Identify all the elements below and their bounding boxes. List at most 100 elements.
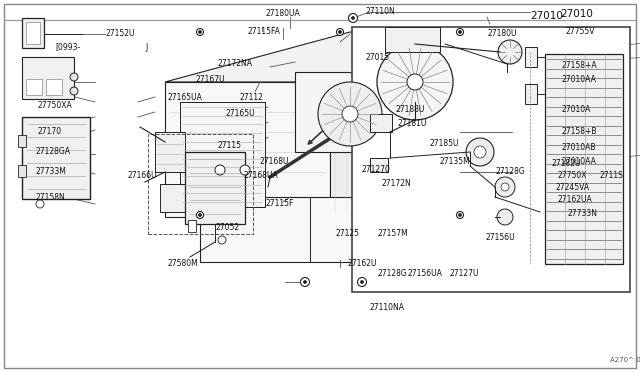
Circle shape	[377, 44, 453, 120]
Polygon shape	[165, 82, 330, 217]
Text: 27115: 27115	[218, 141, 242, 150]
Circle shape	[198, 214, 202, 217]
Bar	[460, 87, 512, 217]
Text: 27128GA: 27128GA	[35, 148, 70, 157]
Bar	[26, 79, 42, 95]
Text: 27170: 27170	[38, 128, 62, 137]
Circle shape	[196, 212, 204, 218]
Text: 27750X: 27750X	[558, 171, 588, 180]
Circle shape	[218, 236, 226, 244]
Bar	[370, 158, 388, 172]
Bar	[26, 22, 40, 44]
Circle shape	[349, 13, 358, 22]
Text: A270^ 0 63: A270^ 0 63	[610, 357, 640, 363]
Text: 27015: 27015	[365, 52, 389, 61]
Circle shape	[360, 280, 364, 283]
Text: 27158N: 27158N	[35, 192, 65, 202]
Text: 27750XA: 27750XA	[38, 102, 73, 110]
Circle shape	[70, 87, 78, 95]
Circle shape	[240, 165, 250, 175]
Circle shape	[337, 29, 344, 35]
Text: 27125: 27125	[335, 230, 359, 238]
Text: 27158+A: 27158+A	[562, 61, 598, 71]
Text: 27580M: 27580M	[168, 260, 199, 269]
Text: [0993-: [0993-	[55, 42, 80, 51]
Circle shape	[198, 31, 202, 33]
Bar	[370, 114, 392, 132]
Circle shape	[36, 200, 44, 208]
Text: 27128G: 27128G	[495, 167, 525, 176]
Circle shape	[474, 146, 486, 158]
Circle shape	[497, 209, 513, 225]
Text: 27127U: 27127U	[450, 269, 479, 279]
Circle shape	[196, 29, 204, 35]
Text: 27180U: 27180U	[488, 29, 518, 38]
Text: 27010AA: 27010AA	[562, 76, 597, 84]
Circle shape	[342, 106, 358, 122]
Bar	[200, 197, 460, 262]
Bar	[148, 134, 253, 234]
Text: 27010: 27010	[560, 9, 593, 19]
Text: 27162U: 27162U	[348, 260, 378, 269]
Text: 27156UA: 27156UA	[408, 269, 443, 279]
Bar	[160, 184, 185, 212]
Circle shape	[358, 278, 367, 286]
Bar	[46, 79, 62, 95]
Text: 27010AB: 27010AB	[562, 142, 596, 151]
Text: 27755V: 27755V	[565, 28, 595, 36]
Text: 27052: 27052	[215, 222, 239, 231]
Bar	[18, 135, 26, 147]
Circle shape	[456, 29, 463, 35]
Circle shape	[458, 31, 461, 33]
Text: 27110NA: 27110NA	[370, 302, 405, 311]
Bar	[188, 220, 196, 232]
Bar	[22, 18, 44, 48]
Circle shape	[407, 74, 423, 90]
Circle shape	[501, 183, 509, 191]
Circle shape	[351, 16, 355, 19]
Polygon shape	[165, 32, 510, 82]
Text: J: J	[145, 42, 147, 51]
Text: 27733M: 27733M	[35, 167, 66, 176]
Bar	[22, 117, 90, 199]
Text: 27157M: 27157M	[378, 230, 409, 238]
Circle shape	[215, 165, 225, 175]
Bar	[525, 84, 537, 104]
Text: 27115F: 27115F	[265, 199, 293, 208]
Text: 27110N: 27110N	[365, 7, 395, 16]
Text: 27733N: 27733N	[568, 209, 598, 218]
Text: 271270: 271270	[362, 166, 391, 174]
Text: 27166U: 27166U	[128, 171, 157, 180]
Text: 27182U: 27182U	[552, 160, 581, 169]
Bar	[352, 27, 630, 292]
Text: 27172NA: 27172NA	[218, 60, 253, 68]
Text: 27168U: 27168U	[260, 157, 289, 167]
Text: 27180UA: 27180UA	[265, 10, 300, 19]
Bar	[185, 152, 245, 224]
Text: 27245VA: 27245VA	[556, 183, 590, 192]
Text: 27010AA: 27010AA	[562, 157, 597, 167]
Text: 2711S: 2711S	[600, 171, 624, 180]
Circle shape	[458, 214, 461, 217]
Circle shape	[456, 212, 463, 218]
Text: 27156U: 27156U	[486, 232, 516, 241]
Bar	[18, 165, 26, 177]
Text: 27115FA: 27115FA	[248, 26, 281, 35]
Text: 27010A: 27010A	[562, 106, 591, 115]
Bar	[22, 57, 74, 99]
Circle shape	[70, 73, 78, 81]
Text: 27010: 27010	[530, 11, 563, 21]
Circle shape	[495, 177, 515, 197]
Text: 27168UA: 27168UA	[244, 171, 279, 180]
Polygon shape	[330, 82, 510, 217]
Circle shape	[301, 278, 310, 286]
Text: 27165UA: 27165UA	[168, 93, 203, 103]
Bar	[155, 132, 185, 172]
Bar	[385, 27, 440, 52]
Text: 27188U: 27188U	[395, 105, 424, 113]
Circle shape	[498, 40, 522, 64]
Text: 27128G: 27128G	[378, 269, 408, 279]
Circle shape	[339, 31, 342, 33]
Bar	[180, 102, 265, 207]
Bar	[525, 47, 537, 67]
